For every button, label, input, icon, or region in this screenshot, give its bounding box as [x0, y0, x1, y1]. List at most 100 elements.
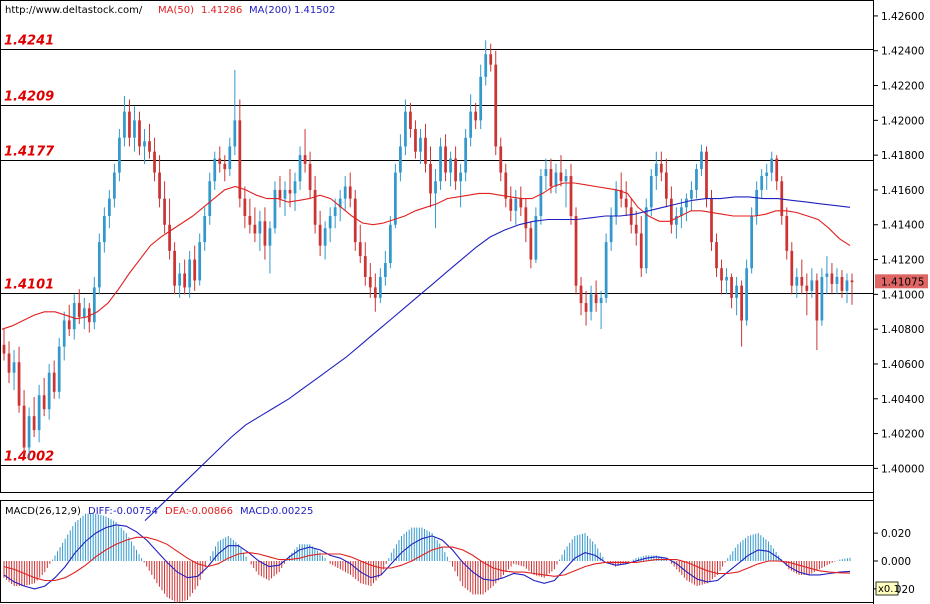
candle-body: [353, 198, 357, 243]
ma50-label: MA(50): [158, 5, 194, 16]
candle-body: [664, 172, 668, 199]
candle-body: [198, 242, 202, 281]
candle-body: [574, 216, 578, 286]
candle-body: [318, 224, 322, 246]
candle-body: [690, 189, 693, 199]
ma200-value: 1.41502: [294, 5, 335, 16]
y-tick-label: 1.40000: [881, 463, 924, 475]
candle-body: [388, 224, 392, 264]
candle-body: [283, 189, 287, 199]
candle-body: [770, 158, 774, 173]
candle-body: [178, 273, 181, 286]
macd-hist-label: MACD:: [240, 506, 273, 517]
candle-body: [785, 216, 789, 251]
candle-body: [183, 273, 187, 288]
y-tick-label: 1.40200: [881, 429, 924, 441]
candle-body: [489, 54, 493, 65]
candle-body: [609, 216, 613, 243]
candle-body: [303, 155, 307, 164]
candle-body: [394, 172, 397, 225]
candle-body: [128, 111, 131, 138]
candle-body: [619, 189, 623, 199]
candle-body: [509, 198, 513, 211]
candle-body: [42, 395, 46, 410]
level-label: 1.4209: [4, 90, 54, 105]
candle-body: [143, 141, 146, 147]
candle-body: [273, 189, 277, 229]
candle-body: [494, 64, 498, 147]
scale-badge[interactable]: x0.1: [878, 584, 900, 595]
candle-body: [484, 54, 488, 77]
price-panel-frame: [0, 0, 874, 493]
candle-body: [464, 137, 468, 173]
y-tick-label: 1.41600: [881, 185, 924, 197]
candle-body: [549, 169, 553, 187]
candle-body: [634, 224, 638, 234]
scale-badge-bg[interactable]: [875, 581, 899, 596]
candle-body: [554, 172, 558, 187]
candle-body: [313, 189, 317, 225]
ma50-value: 1.41286: [201, 5, 242, 16]
candle-body: [629, 207, 633, 225]
candle-body: [133, 120, 136, 138]
candle-body: [624, 198, 628, 208]
candle-body: [504, 172, 508, 199]
macd-dea-value: -0.00866: [188, 506, 233, 517]
candle-body: [92, 287, 96, 323]
candlesticks: [2, 40, 854, 460]
candle-body: [409, 111, 412, 130]
ma200-label: MA(200): [249, 5, 291, 16]
candle-body: [529, 228, 533, 260]
candle-body: [654, 163, 658, 177]
candle-body: [479, 76, 483, 121]
candle-body: [72, 303, 76, 330]
candle-body: [113, 172, 116, 199]
level-label: 1.4177: [4, 145, 55, 160]
candle-body: [27, 416, 31, 448]
candle-body: [720, 268, 723, 281]
candle-body: [213, 158, 217, 182]
candle-body: [644, 207, 648, 269]
candle-body: [383, 263, 387, 277]
candle-body: [7, 353, 11, 373]
candle-body: [17, 362, 21, 406]
candle-body: [62, 320, 66, 347]
candle-body: [57, 346, 61, 392]
candle-body: [22, 405, 26, 448]
candle-body: [474, 111, 478, 121]
candle-body: [514, 198, 518, 211]
candle-body: [52, 372, 56, 392]
candle-body: [589, 294, 593, 312]
candle-body: [243, 198, 247, 217]
macd-dea-label: DEA:: [165, 506, 189, 517]
candle-body: [168, 224, 171, 251]
candle-body: [208, 181, 212, 217]
y-tick-label: 1.42600: [881, 11, 924, 23]
candle-body: [148, 141, 151, 152]
candle-body: [308, 163, 312, 190]
y-tick-label: 1.42000: [881, 115, 924, 127]
candle-body: [715, 242, 718, 269]
candle-body: [263, 221, 267, 246]
macd-hist-value: 0.00225: [272, 506, 313, 517]
candle-body: [399, 146, 402, 173]
macd-diff-label: DIFF:: [88, 506, 113, 517]
candle-body: [614, 189, 618, 217]
y-tick-label: 1.41400: [881, 220, 924, 232]
candle-body: [805, 285, 809, 291]
price-axis: 1.42600 1.42400 1.42200 1.42000 1.41800 1.416…: [873, 11, 928, 475]
candle-body: [434, 181, 437, 194]
candle-body: [564, 176, 568, 182]
y-tick-label: 1.40800: [881, 324, 924, 336]
candle-body: [429, 163, 432, 194]
candle-body: [97, 242, 101, 288]
candle-body: [373, 287, 377, 298]
candle-body: [163, 198, 166, 225]
candle-body: [82, 308, 86, 317]
candle-body: [775, 158, 779, 182]
candle-body: [158, 172, 161, 199]
source-url: http://www.deltastock.com/: [5, 5, 143, 16]
candle-body: [594, 294, 598, 304]
candle-body: [810, 280, 814, 291]
candle-body: [750, 216, 754, 269]
